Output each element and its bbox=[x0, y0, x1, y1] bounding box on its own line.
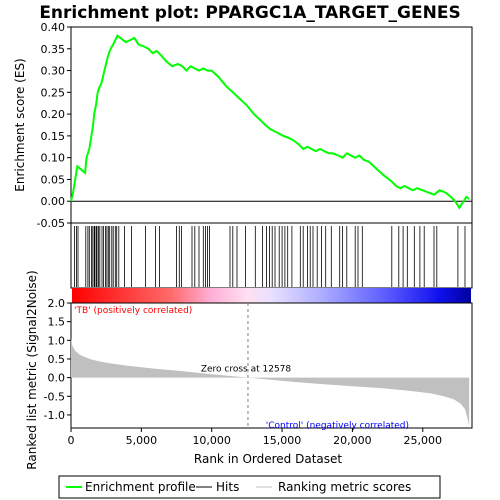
zero-cross-label: Zero cross at 12578 bbox=[201, 365, 292, 375]
chart-title: Enrichment plot: PPARGC1A_TARGET_GENES bbox=[39, 3, 460, 23]
rank-y-tick-label: -1.0 bbox=[44, 409, 65, 422]
hits-panel bbox=[70, 222, 473, 289]
top-y-tick-label: 0.25 bbox=[41, 86, 66, 99]
x-axis: 0 5,000 10,000 15,000 20,000 25,000 bbox=[68, 428, 443, 447]
legend: Enrichment profile Hits Ranking metric s… bbox=[58, 475, 441, 499]
negative-correlation-label: 'Control' (negatively correlated) bbox=[266, 421, 409, 431]
rank-y-tick-label: 1.5 bbox=[48, 316, 66, 329]
top-y-tick-label: 0.05 bbox=[41, 173, 66, 186]
rank-panel-frame bbox=[70, 302, 473, 429]
top-y-tick-label: 0.35 bbox=[41, 43, 66, 56]
rank-y-axis-title: Ranked list metric (Signal2Noise) bbox=[25, 270, 39, 469]
rank-y-tick-label: 2.0 bbox=[48, 297, 66, 310]
top-y-tick-label: 0.20 bbox=[41, 108, 66, 121]
legend-label-enrichment-profile: Enrichment profile bbox=[85, 480, 196, 494]
top-y-axis: -0.05 0.00 0.05 0.10 0.15 0.20 0.25 0.30 0.35 0.4… bbox=[37, 21, 71, 230]
rank-y-tick-label: -0.5 bbox=[44, 390, 65, 403]
legend-label-ranking-metric: Ranking metric scores bbox=[278, 480, 411, 494]
top-y-tick-label: 0.00 bbox=[41, 195, 66, 208]
rank-y-axis: -1.0 -0.5 0.0 0.5 1.0 1.5 2.0 bbox=[44, 297, 71, 422]
hit-lines bbox=[74, 226, 466, 287]
top-panel-frame bbox=[70, 26, 473, 224]
ranked-metric-panel: -1.0 -0.5 0.0 0.5 1.0 1.5 2.0 Zero cross at 12… bbox=[25, 270, 473, 470]
top-y-tick-label: 0.15 bbox=[41, 130, 66, 143]
top-y-tick-label: 0.30 bbox=[41, 65, 66, 78]
rank-color-bar bbox=[72, 288, 471, 303]
positive-correlation-label: 'TB' (positively correlated) bbox=[74, 306, 192, 316]
x-tick-label: 20,000 bbox=[333, 434, 372, 447]
top-y-tick-label: 0.40 bbox=[41, 21, 66, 34]
hits-panel-frame bbox=[70, 222, 473, 289]
x-tick-label: 0 bbox=[68, 434, 75, 447]
top-y-axis-title: Enrichment score (ES) bbox=[13, 58, 27, 191]
legend-label-hits: Hits bbox=[216, 480, 239, 494]
enrichment-score-panel: -0.05 0.00 0.05 0.10 0.15 0.20 0.25 0.30 0.35 0.4… bbox=[13, 21, 473, 230]
x-tick-label: 5,000 bbox=[126, 434, 158, 447]
legend-frame bbox=[58, 475, 441, 499]
rank-color-bar-fill bbox=[72, 288, 471, 303]
top-y-tick-label: 0.10 bbox=[41, 152, 66, 165]
rank-y-tick-label: 0.0 bbox=[48, 372, 66, 385]
x-tick-label: 10,000 bbox=[192, 434, 231, 447]
top-y-tick-label: -0.05 bbox=[37, 217, 65, 230]
x-tick-label: 15,000 bbox=[263, 434, 302, 447]
ranking-metric-area bbox=[71, 338, 470, 427]
rank-y-tick-label: 1.0 bbox=[48, 334, 66, 347]
enrichment-profile-line bbox=[70, 34, 470, 210]
x-tick-label: 25,000 bbox=[404, 434, 443, 447]
rank-y-tick-label: 0.5 bbox=[48, 353, 66, 366]
x-axis-title: Rank in Ordered Dataset bbox=[194, 452, 342, 466]
